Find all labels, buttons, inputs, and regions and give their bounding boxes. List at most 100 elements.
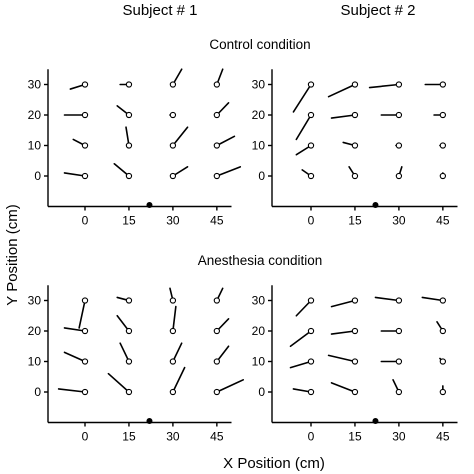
target-point xyxy=(169,111,177,119)
x-tick-label: 30 xyxy=(392,430,406,444)
target-point xyxy=(307,142,315,149)
target-point xyxy=(307,172,315,180)
x-tick-label: 0 xyxy=(308,214,315,228)
error-vector xyxy=(216,378,245,393)
target-point xyxy=(213,142,220,149)
y-tick-label: 20 xyxy=(252,324,266,338)
error-vector xyxy=(330,382,356,393)
error-vector xyxy=(172,126,189,147)
x-tick-label: 45 xyxy=(210,430,224,444)
y-tick-label: 10 xyxy=(28,355,42,369)
target-point xyxy=(169,327,177,335)
target-point xyxy=(351,358,359,365)
error-vector xyxy=(216,345,230,363)
error-vector xyxy=(330,299,356,308)
y-tick-label: 10 xyxy=(28,139,42,153)
y-tick-label: 0 xyxy=(258,169,265,183)
target-point xyxy=(81,297,89,304)
y-tick-label: 20 xyxy=(28,324,42,338)
x-tick-label: 15 xyxy=(348,214,362,228)
error-vector xyxy=(172,342,183,363)
target-point xyxy=(169,81,177,88)
target-point xyxy=(81,142,89,149)
error-vector xyxy=(374,296,400,302)
target-point xyxy=(213,81,220,88)
x-tick-label: 45 xyxy=(436,214,450,228)
target-point xyxy=(125,81,133,88)
target-point xyxy=(125,388,133,396)
x-tick-label: 30 xyxy=(166,430,180,444)
target-point xyxy=(351,327,359,335)
target-point xyxy=(351,388,359,396)
y-tick-label: 10 xyxy=(252,355,266,369)
error-vector xyxy=(78,299,86,329)
x-tick-label: 45 xyxy=(436,430,450,444)
target-point xyxy=(213,297,220,304)
y-axis-label: Y Position (cm) xyxy=(4,204,21,305)
target-point xyxy=(395,111,403,119)
error-vector xyxy=(57,388,86,393)
error-vector xyxy=(63,327,86,332)
target-point xyxy=(81,172,89,180)
target-point xyxy=(395,388,403,396)
target-point xyxy=(307,327,315,335)
target-point xyxy=(125,358,133,365)
target-point xyxy=(169,142,177,149)
error-vector xyxy=(216,166,242,177)
panel-1: 0 10 20 30 0 15 30 45 xyxy=(28,68,242,228)
y-tick-label: 10 xyxy=(252,139,266,153)
target-point xyxy=(125,172,133,180)
target-point xyxy=(395,172,403,180)
target-point xyxy=(307,358,315,365)
target-point xyxy=(81,327,89,335)
target-point xyxy=(395,297,403,304)
target-point xyxy=(81,81,89,88)
error-vector xyxy=(63,172,86,177)
x-tick-label: 15 xyxy=(122,430,136,444)
target-point xyxy=(439,172,446,180)
error-vector xyxy=(327,83,356,98)
subject-2-title: Subject # 2 xyxy=(340,2,415,19)
error-vector xyxy=(330,114,356,119)
target-point xyxy=(213,111,220,119)
target-point xyxy=(213,358,220,365)
target-point xyxy=(81,111,89,119)
speaker-marker xyxy=(146,418,153,424)
panel-3: 0 10 20 30 0 15 30 45 xyxy=(28,285,245,444)
x-tick-label: 15 xyxy=(348,430,362,444)
error-vector xyxy=(421,296,444,302)
target-point xyxy=(439,388,446,396)
y-tick-label: 30 xyxy=(28,78,42,92)
speaker-marker xyxy=(146,202,153,208)
error-vector xyxy=(107,372,130,393)
error-vector xyxy=(216,135,236,147)
panel-4: 0 10 20 30 0 15 30 45 xyxy=(252,285,458,444)
target-point xyxy=(169,358,177,365)
control-condition-title: Control condition xyxy=(209,37,310,52)
x-tick-label: 45 xyxy=(210,214,224,228)
panels: 0 10 20 30 0 15 30 45 0 10 20 30 0 15 30 45 0 10 20 30 0 15 30… xyxy=(28,68,458,444)
target-point xyxy=(395,358,403,365)
speaker-marker xyxy=(372,202,379,208)
target-point xyxy=(213,172,220,180)
target-point xyxy=(169,297,177,304)
target-point xyxy=(213,388,220,396)
x-tick-label: 30 xyxy=(392,214,406,228)
target-point xyxy=(81,388,89,396)
target-point xyxy=(125,111,133,119)
error-vector xyxy=(330,330,356,335)
target-point xyxy=(307,111,315,119)
target-point xyxy=(125,297,133,304)
error-vector xyxy=(295,114,312,141)
target-point xyxy=(439,358,446,365)
error-vector xyxy=(172,366,186,393)
target-point xyxy=(439,297,446,304)
x-tick-label: 0 xyxy=(82,430,89,444)
x-tick-label: 0 xyxy=(82,214,89,228)
target-point xyxy=(307,297,315,304)
y-tick-label: 30 xyxy=(28,294,42,308)
subject-1-title: Subject # 1 xyxy=(122,2,197,19)
target-point xyxy=(395,81,403,88)
error-vector xyxy=(289,360,312,369)
target-point xyxy=(439,142,446,149)
